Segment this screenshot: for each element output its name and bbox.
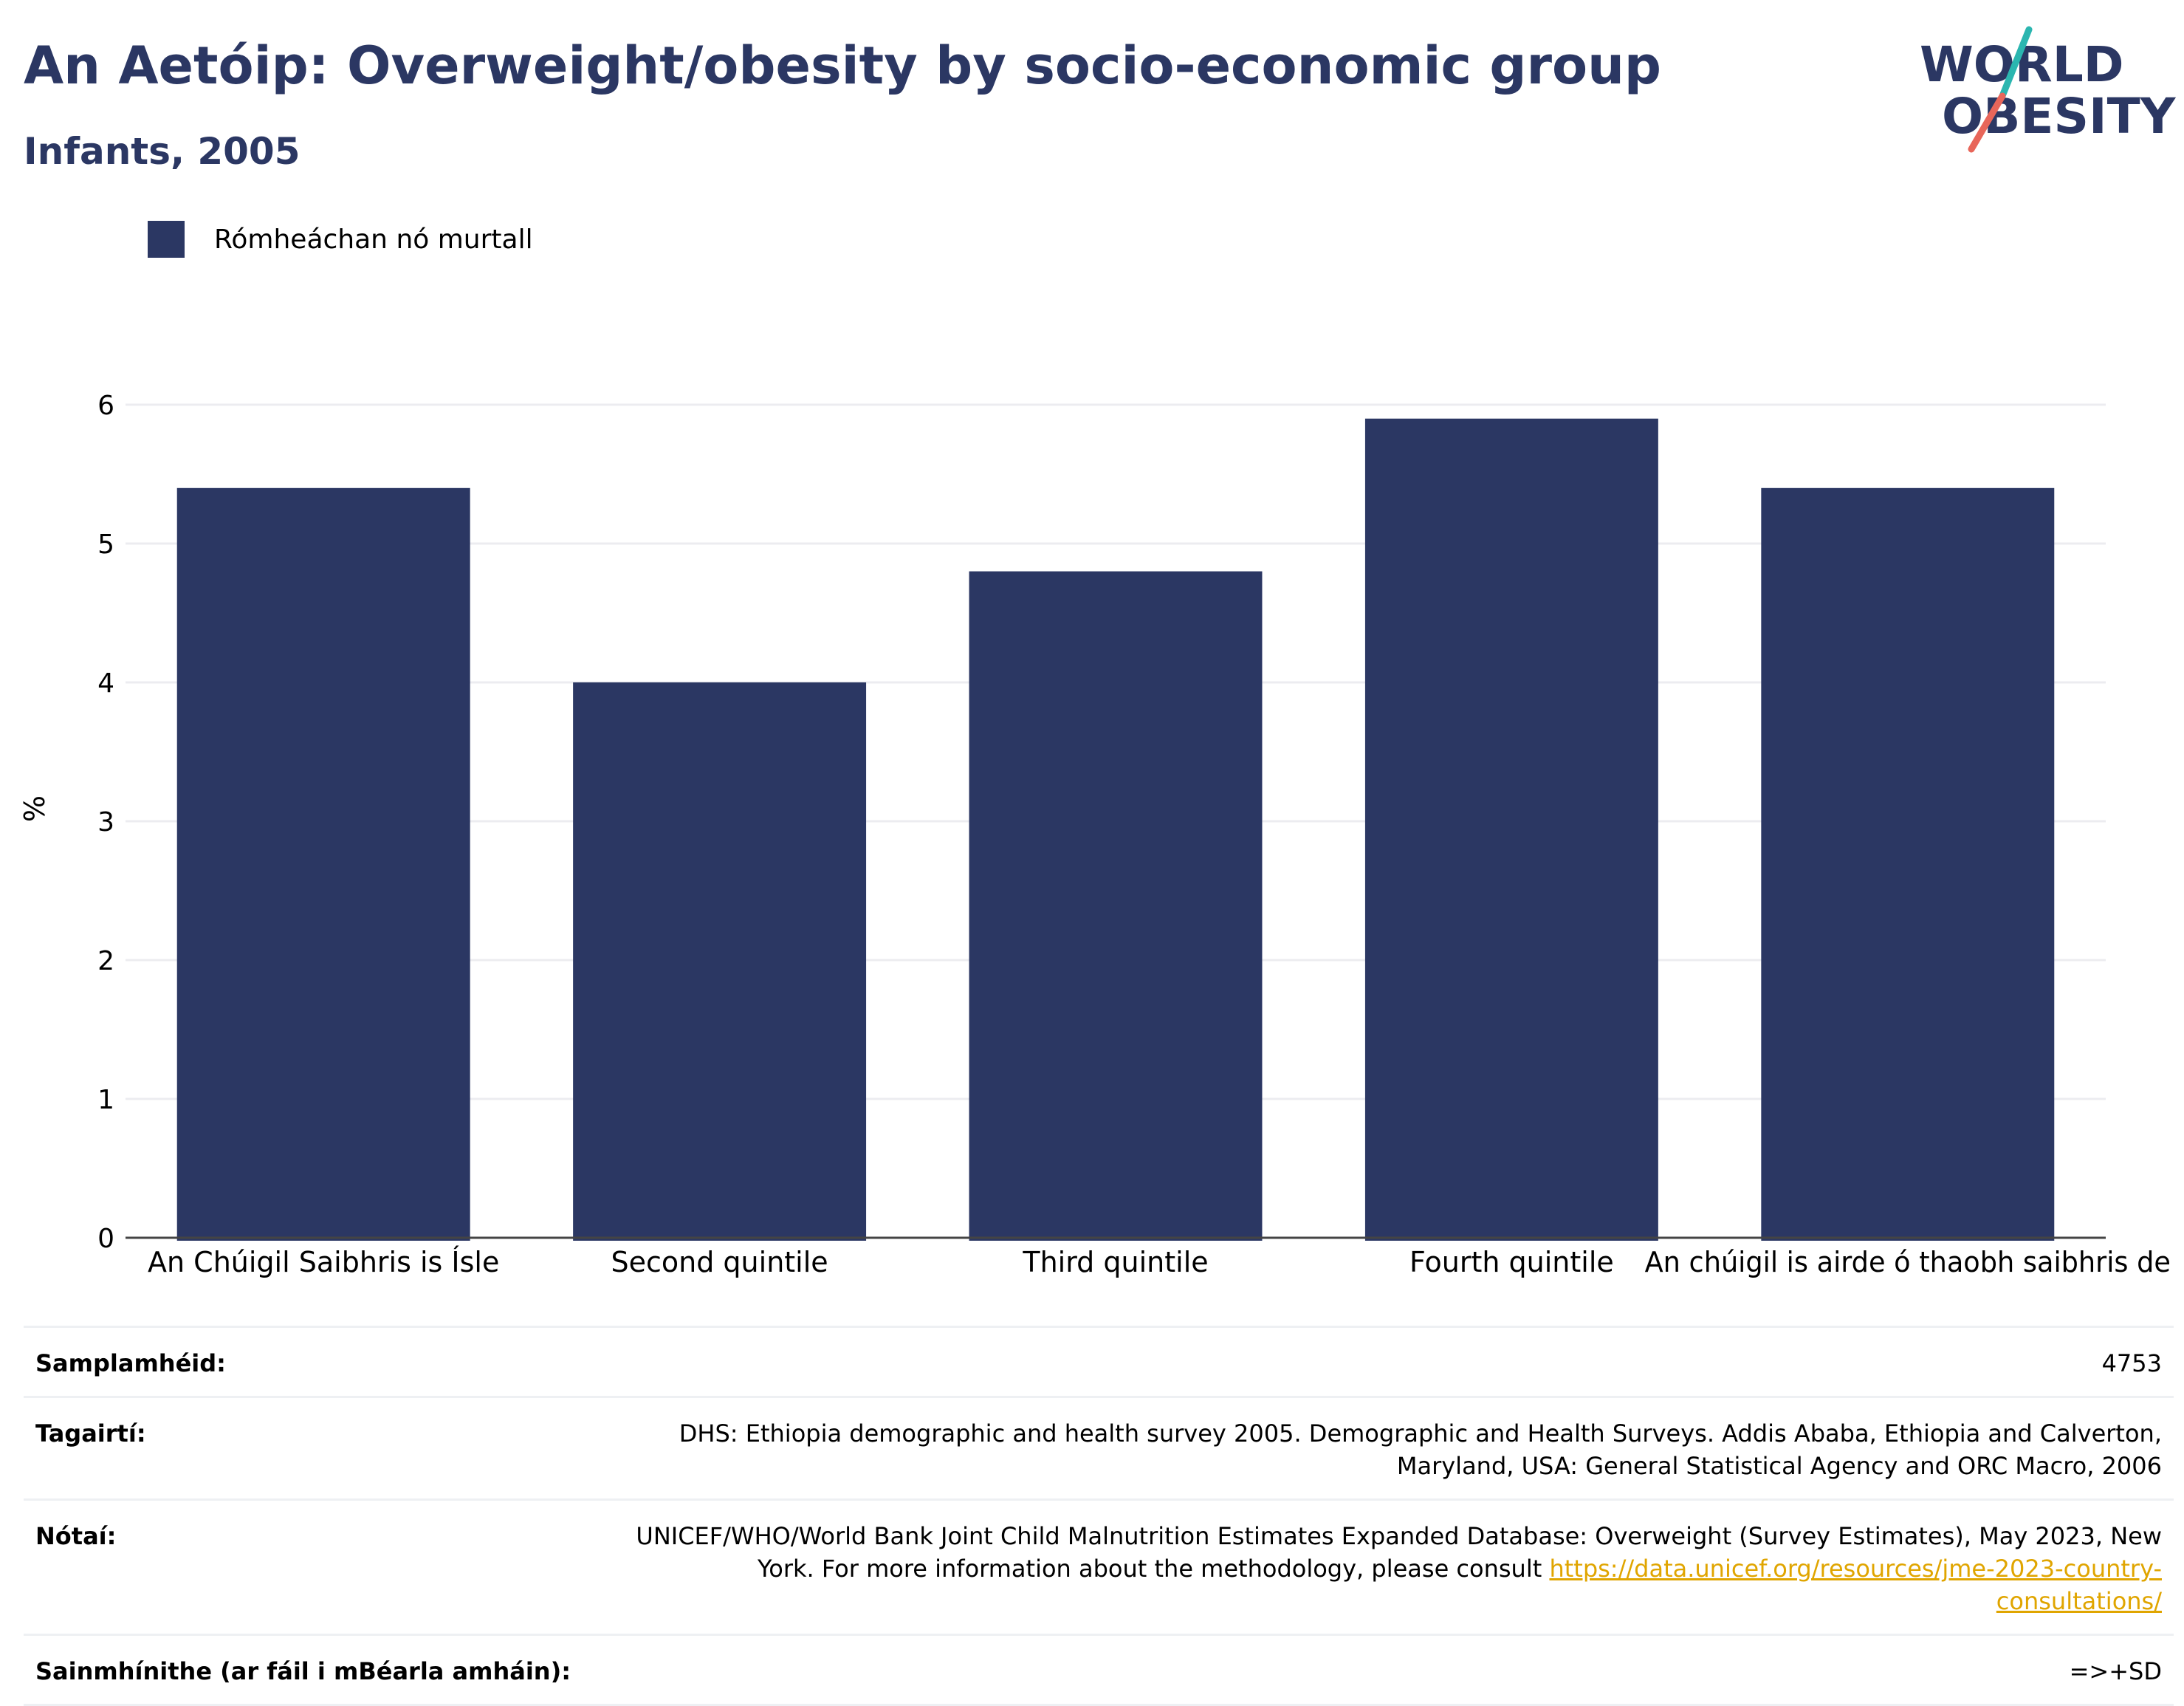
footer-value: DHS: Ethiopia demographic and health sur… — [611, 1417, 2162, 1482]
y-tick-label: 0 — [97, 1224, 114, 1254]
x-tick-label: Third quintile — [1022, 1246, 1208, 1278]
x-tick-labels: An Chúigil Saibhris is Ísle Second quinti… — [148, 1246, 2171, 1278]
x-tick-label: An chúigil is airde ó thaobh saibhris de — [1645, 1246, 2171, 1278]
legend: Rómheáchan nó murtall — [148, 220, 533, 258]
y-tick-label: 3 — [97, 807, 114, 837]
footer-table: Samplamhéid: 4753 Tagairtí: DHS: Ethiopia d… — [24, 1326, 2174, 1706]
y-tick-label: 2 — [97, 946, 114, 976]
y-tick-label: 1 — [97, 1085, 114, 1115]
x-tick-label: Second quintile — [611, 1246, 828, 1278]
footer-label: Nótaí: — [35, 1522, 117, 1550]
bar-chart: 0 1 2 3 4 5 6 An Chúigil Saibhris is Ísle Secon… — [18, 391, 2171, 1278]
x-tick-label: An Chúigil Saibhris is Ísle — [148, 1246, 499, 1278]
footer-label: Tagairtí: — [35, 1419, 146, 1448]
methodology-link[interactable]: https://data.unicef.org/resources/jme-20… — [1549, 1555, 2162, 1615]
world-obesity-logo: WORLD OBESITY — [1920, 26, 2177, 153]
logo-slash-top — [1999, 26, 2033, 100]
footer-value-text: DHS: Ethiopia demographic and health sur… — [679, 1419, 2162, 1480]
footer-value: 4753 — [2102, 1347, 2162, 1380]
bar[interactable] — [573, 682, 867, 1241]
bars — [176, 418, 2055, 1241]
x-tick-label: Fourth quintile — [1409, 1246, 1614, 1278]
footer-row: Nótaí: UNICEF/WHO/World Bank Joint Child … — [24, 1498, 2174, 1634]
footer-value-text: =>+SD — [2069, 1657, 2162, 1685]
legend-label: Rómheáchan nó murtall — [214, 224, 533, 255]
y-axis-label: % — [18, 795, 51, 822]
bar[interactable] — [176, 487, 470, 1241]
bar[interactable] — [1761, 487, 2055, 1241]
footer-row: Sainmhínithe (ar fáil i mBéarla amháin):… — [24, 1634, 2174, 1706]
bar[interactable] — [969, 571, 1263, 1241]
bar[interactable] — [1364, 418, 1658, 1241]
footer-row: Samplamhéid: 4753 — [24, 1326, 2174, 1396]
footer-value: UNICEF/WHO/World Bank Joint Child Malnut… — [611, 1520, 2162, 1617]
footer-value-text: 4753 — [2101, 1349, 2162, 1377]
y-tick-labels: 0 1 2 3 4 5 6 — [97, 391, 114, 1254]
legend-swatch — [148, 221, 185, 258]
footer-label: Sainmhínithe (ar fáil i mBéarla amháin): — [35, 1657, 571, 1685]
footer-value-text: UNICEF/WHO/World Bank Joint Child Malnut… — [636, 1522, 2162, 1583]
chart-title: An Aetóip: Overweight/obesity by socio-e… — [24, 35, 1662, 96]
footer-row: Tagairtí: DHS: Ethiopia demographic and h… — [24, 1396, 2174, 1498]
chart-subtitle: Infants, 2005 — [24, 130, 301, 173]
y-tick-label: 6 — [97, 391, 114, 421]
y-tick-label: 5 — [97, 530, 114, 560]
footer-label: Samplamhéid: — [35, 1349, 226, 1377]
y-tick-label: 4 — [97, 668, 114, 699]
logo-slash-bottom — [1968, 92, 2006, 153]
footer-value: =>+SD — [2070, 1655, 2162, 1688]
